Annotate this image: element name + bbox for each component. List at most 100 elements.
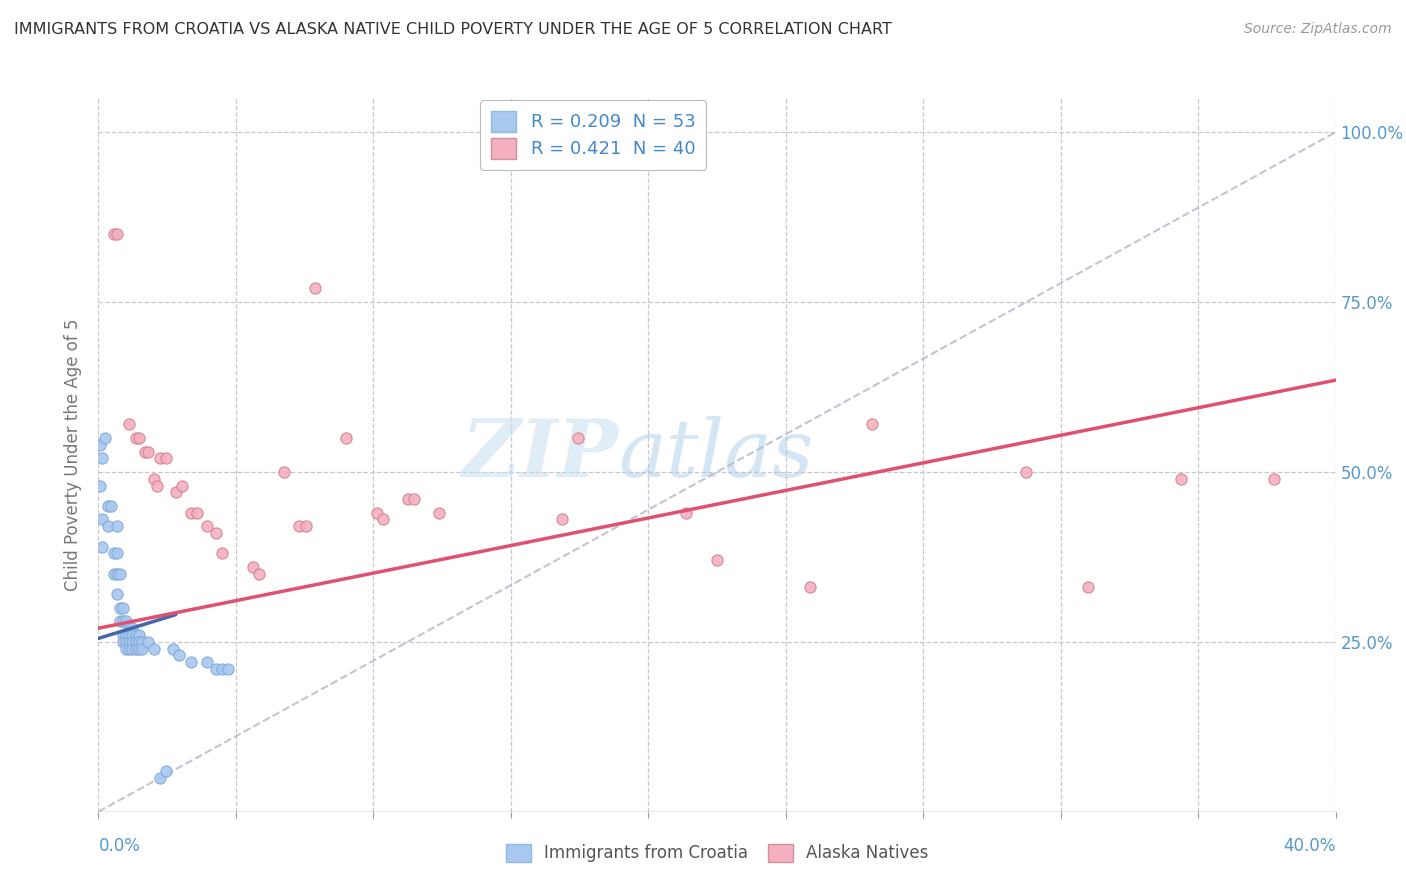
Point	[105, 227, 128, 241]
Point	[105, 546, 128, 560]
Point	[105, 519, 128, 533]
Point	[103, 566, 125, 581]
Point	[115, 641, 138, 656]
Point	[112, 600, 135, 615]
Point	[124, 431, 146, 445]
Point	[143, 472, 166, 486]
Point	[105, 566, 128, 581]
Point	[112, 615, 135, 629]
Point	[211, 546, 233, 560]
Point	[121, 628, 143, 642]
Point	[675, 506, 697, 520]
Point	[195, 519, 218, 533]
Point	[128, 628, 150, 642]
Point	[103, 546, 125, 560]
Point	[211, 662, 233, 676]
Point	[162, 641, 184, 656]
Point	[136, 444, 159, 458]
Point	[115, 635, 138, 649]
Point	[155, 451, 177, 466]
Point	[115, 628, 138, 642]
Point	[90, 512, 112, 526]
Point	[118, 621, 141, 635]
Point	[205, 526, 228, 541]
Point	[118, 628, 141, 642]
Point	[402, 492, 425, 507]
Point	[112, 628, 135, 642]
Point	[288, 519, 311, 533]
Point	[90, 540, 112, 554]
Point	[143, 641, 166, 656]
Point	[146, 478, 169, 492]
Text: 0.0%: 0.0%	[98, 837, 141, 855]
Point	[128, 641, 150, 656]
Point	[396, 492, 419, 507]
Point	[97, 519, 120, 533]
Point	[1077, 581, 1099, 595]
Point	[180, 655, 202, 669]
Point	[103, 227, 125, 241]
Point	[217, 662, 239, 676]
Point	[128, 635, 150, 649]
Point	[128, 431, 150, 445]
Point	[149, 451, 172, 466]
Point	[89, 478, 111, 492]
Point	[124, 628, 146, 642]
Point	[1263, 472, 1285, 486]
Point	[335, 431, 357, 445]
Point	[108, 615, 131, 629]
Point	[551, 512, 574, 526]
Point	[118, 635, 141, 649]
Point	[90, 451, 112, 466]
Point	[170, 478, 193, 492]
Point	[100, 499, 122, 513]
Point	[89, 438, 111, 452]
Point	[93, 431, 115, 445]
Point	[366, 506, 388, 520]
Point	[180, 506, 202, 520]
Point	[108, 566, 131, 581]
Point	[186, 506, 208, 520]
Text: 40.0%: 40.0%	[1284, 837, 1336, 855]
Point	[273, 465, 295, 479]
Point	[1015, 465, 1038, 479]
Point	[247, 566, 270, 581]
Point	[115, 615, 138, 629]
Point	[371, 512, 394, 526]
Point	[131, 635, 153, 649]
Point	[304, 281, 326, 295]
Point	[165, 485, 187, 500]
Point	[121, 635, 143, 649]
Point	[294, 519, 316, 533]
Point	[167, 648, 190, 663]
Legend: Immigrants from Croatia, Alaska Natives: Immigrants from Croatia, Alaska Natives	[499, 837, 935, 869]
Point	[105, 587, 128, 601]
Point	[131, 641, 153, 656]
Point	[155, 764, 177, 778]
Y-axis label: Child Poverty Under the Age of 5: Child Poverty Under the Age of 5	[65, 318, 83, 591]
Point	[195, 655, 218, 669]
Point	[149, 771, 172, 785]
Point	[121, 641, 143, 656]
Point	[118, 417, 141, 432]
Point	[118, 641, 141, 656]
Point	[97, 499, 120, 513]
Point	[706, 553, 728, 567]
Text: atlas: atlas	[619, 417, 814, 493]
Point	[205, 662, 228, 676]
Point	[108, 600, 131, 615]
Text: ZIP: ZIP	[461, 417, 619, 493]
Point	[799, 581, 821, 595]
Point	[427, 506, 450, 520]
Text: Source: ZipAtlas.com: Source: ZipAtlas.com	[1244, 22, 1392, 37]
Point	[112, 635, 135, 649]
Point	[242, 560, 264, 574]
Point	[1170, 472, 1192, 486]
Text: IMMIGRANTS FROM CROATIA VS ALASKA NATIVE CHILD POVERTY UNDER THE AGE OF 5 CORREL: IMMIGRANTS FROM CROATIA VS ALASKA NATIVE…	[14, 22, 891, 37]
Point	[121, 621, 143, 635]
Point	[124, 641, 146, 656]
Point	[134, 444, 156, 458]
Point	[124, 635, 146, 649]
Point	[860, 417, 883, 432]
Point	[136, 635, 159, 649]
